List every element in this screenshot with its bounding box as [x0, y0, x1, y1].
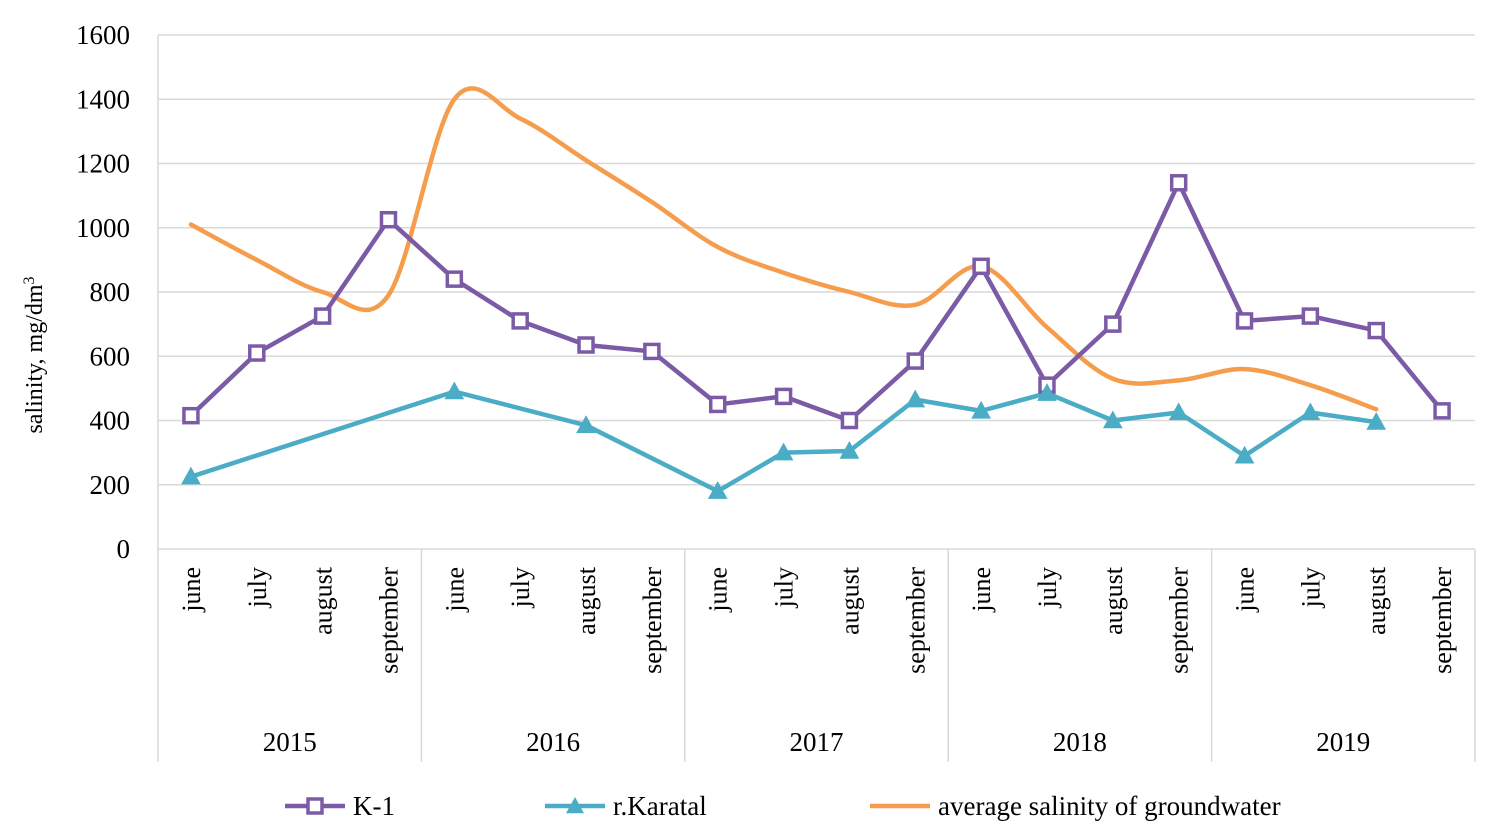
- point-k-1-12: [972, 257, 990, 276]
- legend-marker-r-karatal: [566, 797, 584, 814]
- y-tick-label-800: 800: [90, 277, 131, 307]
- series-line-k-1: [188, 180, 1445, 423]
- point-r-karatal-17: [1300, 402, 1321, 421]
- x-tick-label-2019-june: june: [1231, 567, 1260, 613]
- year-label-2017: 2017: [790, 727, 844, 757]
- series-line-r-karatal: [188, 389, 1379, 494]
- point-r-karatal-8: [707, 481, 728, 499]
- y-tick-label-1400: 1400: [76, 84, 130, 114]
- y-axis-title-superscript: 3: [21, 276, 38, 284]
- point-k-1-3: [379, 210, 398, 229]
- y-axis-title: salinity, mg/dm3: [21, 276, 49, 433]
- point-k-1-5: [511, 312, 529, 330]
- year-label-2018: 2018: [1053, 727, 1107, 757]
- point-k-1-0: [182, 406, 200, 425]
- y-axis: 0 200 400 600 800 1000 1200 1400 1600: [76, 20, 159, 564]
- point-k-1-8: [708, 395, 727, 414]
- point-r-karatal-14: [1102, 410, 1123, 429]
- x-tick-label-2015-june: june: [177, 567, 206, 613]
- legend-label-k-1: K-1: [353, 791, 395, 821]
- x-tick-label-2015-august: august: [309, 566, 338, 635]
- point-k-1-7: [643, 342, 661, 361]
- point-r-karatal-0: [181, 466, 201, 485]
- x-tick-label-2016-august: august: [572, 566, 601, 635]
- legend-label-average-salinity-of-groundwater: average salinity of groundwater: [938, 791, 1281, 821]
- point-k-1-2: [313, 307, 332, 325]
- x-tick-label-2019-august: august: [1362, 566, 1391, 635]
- point-k-1-18: [1367, 321, 1385, 340]
- point-r-karatal-18: [1366, 412, 1387, 430]
- x-tick-label-2017-august: august: [835, 566, 864, 635]
- point-r-karatal-6: [576, 415, 596, 434]
- x-tick-label-2018-september: september: [1165, 567, 1194, 674]
- point-k-1-14: [1104, 315, 1122, 333]
- y-tick-label-0: 0: [117, 534, 131, 564]
- y-tick-label-1000: 1000: [76, 213, 130, 243]
- point-r-karatal-16: [1234, 445, 1255, 464]
- y-tick-label-400: 400: [90, 406, 131, 436]
- point-r-karatal-11: [905, 389, 926, 408]
- gridlines: [158, 34, 1475, 486]
- point-k-1-11: [906, 352, 925, 370]
- x-tick-label-2016-july: july: [506, 567, 535, 608]
- x-tick-label-2018-june: june: [967, 567, 996, 613]
- y-tick-label-600: 600: [90, 341, 131, 371]
- point-k-1-15: [1169, 174, 1188, 192]
- point-r-karatal-12: [971, 400, 991, 419]
- year-label-2016: 2016: [526, 727, 580, 757]
- series-lines: [188, 86, 1445, 494]
- legend: K-1 r.Karatal average salinity of groundwa…: [285, 791, 1281, 821]
- point-k-1-16: [1235, 312, 1254, 330]
- x-tick-label-2018-august: august: [1099, 566, 1128, 635]
- legend-label-r-karatal: r.Karatal: [613, 791, 707, 821]
- point-r-karatal-15: [1168, 402, 1189, 421]
- point-r-karatal-9: [773, 442, 794, 461]
- legend-marker-k-1: [306, 797, 324, 815]
- point-r-karatal-13: [1037, 383, 1057, 401]
- y-tick-label-1200: 1200: [76, 149, 130, 179]
- point-r-karatal-10: [839, 440, 860, 459]
- point-k-1-19: [1433, 402, 1451, 420]
- x-tick-label-2017-september: september: [901, 567, 930, 674]
- series-markers: [181, 174, 1451, 499]
- point-k-1-9: [774, 387, 793, 406]
- x-tick-label-2015-july: july: [243, 567, 272, 608]
- x-axis: june july august september june july august sep…: [157, 548, 1476, 762]
- point-k-1-4: [445, 270, 464, 288]
- x-tick-label-2019-july: july: [1296, 567, 1325, 608]
- point-r-karatal-4: [444, 381, 465, 400]
- x-tick-label-2016-september: september: [638, 567, 667, 674]
- point-k-1-17: [1301, 307, 1320, 325]
- y-tick-label-1600: 1600: [76, 20, 130, 50]
- x-tick-label-2017-june: june: [704, 567, 733, 613]
- year-label-2019: 2019: [1316, 727, 1370, 757]
- point-k-1-6: [577, 336, 595, 354]
- y-tick-label-200: 200: [90, 470, 131, 500]
- year-label-2015: 2015: [263, 727, 317, 757]
- point-k-1-1: [248, 344, 266, 362]
- x-tick-label-2016-june: june: [440, 567, 469, 613]
- series-line-average-salinity-of-groundwater: [188, 86, 1379, 412]
- point-k-1-10: [840, 411, 859, 430]
- x-tick-label-2018-july: july: [1033, 567, 1062, 608]
- y-axis-title-text: salinity, mg/dm: [22, 284, 48, 433]
- x-tick-label-2017-july: july: [770, 567, 799, 608]
- x-tick-label-2015-september: september: [374, 567, 403, 674]
- x-tick-label-2019-september: september: [1428, 567, 1457, 674]
